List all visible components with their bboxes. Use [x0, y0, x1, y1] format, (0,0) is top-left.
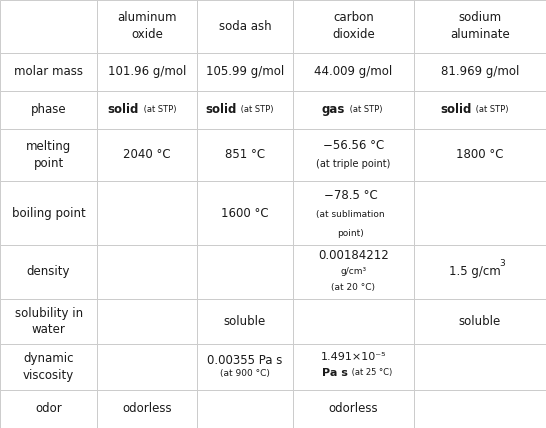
Bar — [197, 129, 293, 181]
Text: density: density — [27, 265, 70, 279]
Bar — [414, 181, 546, 245]
Text: dynamic
viscosity: dynamic viscosity — [23, 352, 74, 382]
Bar — [0, 0, 97, 53]
Bar — [414, 0, 546, 53]
Bar — [293, 344, 414, 390]
Bar — [197, 390, 293, 428]
Bar — [97, 129, 197, 181]
Text: solubility in
water: solubility in water — [15, 307, 82, 336]
Bar — [0, 91, 97, 129]
Bar — [197, 245, 293, 299]
Bar — [197, 344, 293, 390]
Bar — [97, 390, 197, 428]
Bar — [0, 181, 97, 245]
Bar — [414, 299, 546, 344]
Bar — [97, 299, 197, 344]
Text: boiling point: boiling point — [11, 207, 86, 220]
Bar — [293, 129, 414, 181]
Bar — [97, 53, 197, 91]
Bar — [0, 344, 97, 390]
Bar — [414, 344, 546, 390]
Bar — [293, 181, 414, 245]
Text: odorless: odorless — [122, 402, 172, 416]
Text: (at STP): (at STP) — [238, 105, 274, 114]
Bar — [293, 0, 414, 53]
Text: 851 °C: 851 °C — [225, 149, 265, 161]
Text: soluble: soluble — [224, 315, 266, 328]
Bar — [293, 91, 414, 129]
Bar — [197, 53, 293, 91]
Text: g/cm³: g/cm³ — [340, 268, 366, 276]
Bar — [293, 390, 414, 428]
Text: 44.009 g/mol: 44.009 g/mol — [314, 65, 393, 78]
Bar — [97, 245, 197, 299]
Bar — [0, 299, 97, 344]
Text: (at 25 °C): (at 25 °C) — [349, 368, 392, 377]
Text: (at triple point): (at triple point) — [316, 159, 390, 169]
Text: melting
point: melting point — [26, 140, 71, 169]
Bar — [293, 245, 414, 299]
Text: solid: solid — [441, 103, 472, 116]
Text: sodium
aluminate: sodium aluminate — [450, 11, 510, 41]
Text: (at 20 °C): (at 20 °C) — [331, 283, 375, 292]
Bar — [0, 245, 97, 299]
Text: 81.969 g/mol: 81.969 g/mol — [441, 65, 519, 78]
Text: 0.00355 Pa s: 0.00355 Pa s — [207, 354, 283, 367]
Text: −78.5 °C: −78.5 °C — [324, 189, 377, 202]
Text: carbon
dioxide: carbon dioxide — [332, 11, 375, 41]
Text: soda ash: soda ash — [218, 20, 271, 33]
Bar — [97, 91, 197, 129]
Text: 101.96 g/mol: 101.96 g/mol — [108, 65, 186, 78]
Bar — [414, 91, 546, 129]
Text: 1600 °C: 1600 °C — [221, 207, 269, 220]
Bar — [0, 390, 97, 428]
Text: 3: 3 — [499, 259, 505, 268]
Bar — [414, 129, 546, 181]
Bar — [293, 53, 414, 91]
Text: 1.5 g/cm: 1.5 g/cm — [449, 265, 500, 279]
Bar — [97, 181, 197, 245]
Text: Pa s: Pa s — [322, 368, 348, 377]
Bar — [97, 0, 197, 53]
Text: gas: gas — [322, 103, 345, 116]
Bar — [97, 344, 197, 390]
Text: 1800 °C: 1800 °C — [456, 149, 503, 161]
Text: (at STP): (at STP) — [347, 105, 382, 114]
Text: solid: solid — [205, 103, 237, 116]
Bar — [414, 53, 546, 91]
Text: point): point) — [337, 229, 364, 238]
Text: 0.00184212: 0.00184212 — [318, 250, 389, 262]
Text: 2040 °C: 2040 °C — [123, 149, 171, 161]
Text: (at 900 °C): (at 900 °C) — [220, 369, 270, 378]
Bar — [0, 53, 97, 91]
Bar — [414, 245, 546, 299]
Bar — [0, 129, 97, 181]
Text: 105.99 g/mol: 105.99 g/mol — [206, 65, 284, 78]
Text: 1.491×10⁻⁵: 1.491×10⁻⁵ — [321, 352, 386, 362]
Text: soluble: soluble — [459, 315, 501, 328]
Text: (at STP): (at STP) — [473, 105, 509, 114]
Bar — [197, 91, 293, 129]
Text: odor: odor — [35, 402, 62, 416]
Text: phase: phase — [31, 103, 67, 116]
Text: aluminum
oxide: aluminum oxide — [117, 11, 177, 41]
Bar — [197, 299, 293, 344]
Text: (at sublimation: (at sublimation — [316, 210, 385, 219]
Bar — [293, 299, 414, 344]
Bar — [197, 181, 293, 245]
Bar — [197, 0, 293, 53]
Text: (at STP): (at STP) — [140, 105, 176, 114]
Text: molar mass: molar mass — [14, 65, 83, 78]
Text: odorless: odorless — [329, 402, 378, 416]
Text: solid: solid — [108, 103, 139, 116]
Bar — [414, 390, 546, 428]
Text: −56.56 °C: −56.56 °C — [323, 139, 384, 152]
